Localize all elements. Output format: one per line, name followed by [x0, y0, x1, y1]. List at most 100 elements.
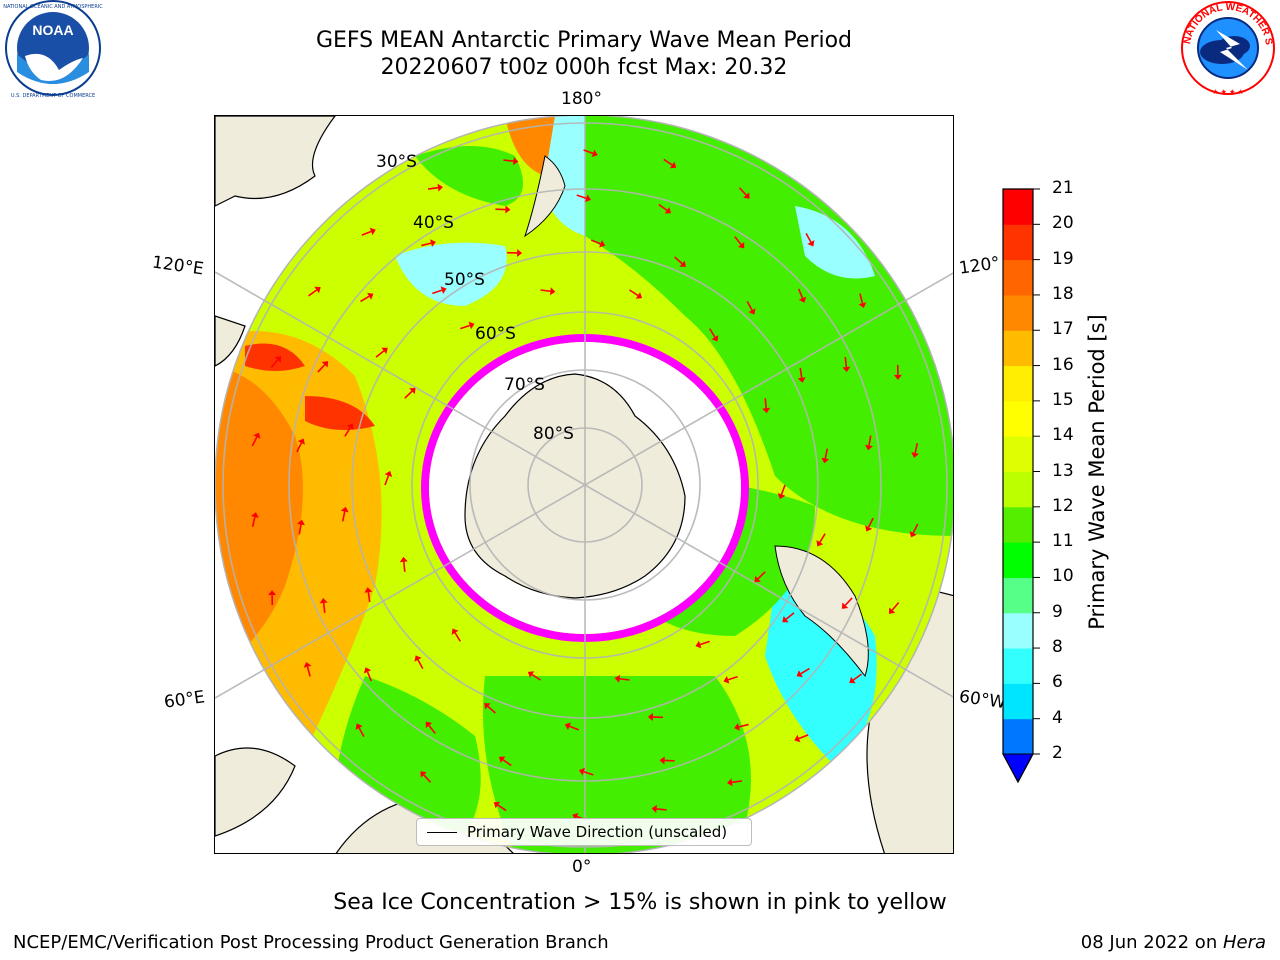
- wave-direction-arrowhead: [893, 374, 902, 380]
- wave-direction-arrowhead: [572, 812, 579, 821]
- wave-direction-arrow: [819, 533, 826, 543]
- wave-direction-arrowhead: [268, 590, 277, 596]
- wave-direction-arrow: [800, 667, 810, 675]
- wave-direction-arrow: [656, 808, 667, 811]
- wave-direction-arrow: [619, 677, 630, 681]
- wave-direction-arrowhead: [816, 540, 824, 547]
- wave-direction-arrow: [734, 236, 742, 245]
- colorbar-tick-label: 20: [1052, 213, 1074, 234]
- wave-direction-arrowhead: [754, 575, 761, 583]
- lat-label-60s: 60°S: [475, 324, 516, 344]
- wave-direction-arrowhead: [297, 438, 305, 445]
- colorbar-tick-label: 21: [1052, 178, 1074, 198]
- wave-direction-arrow: [308, 289, 318, 297]
- colorbar-label: Primary Wave Mean Period [s]: [1085, 314, 1109, 630]
- wave-direction-arrowhead: [340, 506, 349, 513]
- wave-direction-arrowhead: [584, 194, 591, 203]
- wave-direction-arrow: [427, 186, 439, 190]
- wave-direction-arrowhead: [579, 767, 586, 776]
- wave-direction-arrow: [251, 516, 256, 527]
- wave-direction-arrow: [757, 571, 766, 580]
- wave-direction-arrow: [487, 705, 496, 714]
- wave-direction-arrowhead: [797, 377, 806, 383]
- wave-direction-arrowhead: [734, 723, 740, 731]
- wave-direction-arrow: [746, 301, 753, 311]
- colorbar-tick-label: 19: [1052, 248, 1074, 269]
- wave-direction-arrow: [780, 484, 786, 495]
- lat-label-70s: 70°S: [504, 375, 545, 395]
- wave-direction-arrow: [454, 632, 461, 642]
- wave-direction-arrowhead: [695, 640, 702, 649]
- wave-direction-arrow: [658, 203, 668, 211]
- wave-direction-arrowhead: [346, 423, 354, 430]
- wave-direction-arrowhead: [498, 756, 506, 764]
- chart-subtitle: 20220607 t00z 000h fcst Max: 20.32: [380, 55, 788, 80]
- colorbar-segment: [1003, 259, 1033, 296]
- wave-direction-arrow: [421, 242, 432, 247]
- colorbar-tick-label: 4: [1052, 707, 1063, 728]
- wave-direction-arrow: [417, 659, 424, 669]
- wave-direction-arrow: [432, 289, 443, 295]
- wave-direction-arrow: [367, 592, 371, 603]
- wave-direction-arrowhead: [516, 248, 523, 257]
- lon-label-120w: 120°: [957, 253, 1002, 279]
- wave-direction-arrow: [503, 159, 514, 162]
- svg-text:NATIONAL OCEANIC AND ATMOSPHER: NATIONAL OCEANIC AND ATMOSPHERIC: [3, 4, 103, 10]
- colorbar-tick-label: 6: [1052, 672, 1063, 693]
- wave-direction-arrow: [629, 289, 639, 297]
- chart-title: GEFS MEAN Antarctic Primary Wave Mean Pe…: [315, 28, 853, 53]
- wave-direction-arrowhead: [484, 703, 491, 710]
- wave-direction-arrowhead: [865, 525, 873, 532]
- colorbar-segment: [1003, 683, 1033, 720]
- wave-direction-arrowhead: [647, 713, 654, 722]
- wave-direction-arrowhead: [384, 470, 393, 477]
- wave-direction-arrow: [674, 256, 683, 265]
- wave-direction-arrow: [583, 149, 594, 155]
- wave-direction-arrowhead: [437, 183, 443, 192]
- wave-direction-arrowhead: [319, 597, 328, 604]
- wave-direction-arrowhead: [679, 260, 686, 267]
- wave-direction-arrowhead: [420, 771, 427, 778]
- colorbar-segment: [1003, 224, 1033, 261]
- wave-direction-arrowhead: [796, 670, 803, 678]
- wave-direction-arrow: [699, 640, 710, 646]
- noaa-logo: NOAA NATIONAL OCEANIC AND ATMOSPHERIC U.…: [3, 0, 103, 100]
- colorbar-outline: [1002, 188, 1034, 784]
- wave-direction-arrowhead: [591, 149, 598, 158]
- colorbar-tick-label: 13: [1052, 460, 1074, 481]
- nws-logo: NATIONAL WEATHER SERVICE ★ ★ ★ ★: [1174, 0, 1278, 100]
- colorbar-tick-label: 15: [1052, 389, 1074, 410]
- wave-direction-arrowhead: [297, 519, 305, 526]
- colorbar-segment: [1003, 400, 1033, 437]
- wave-direction-arrowhead: [314, 286, 321, 294]
- wave-direction-arrow: [384, 475, 390, 486]
- colorbar-segment: [1003, 365, 1033, 402]
- wave-period-field: [215, 116, 953, 853]
- wave-direction-arrowhead: [381, 347, 388, 355]
- colorbar-segment: [1003, 436, 1033, 472]
- wave-direction-arrow: [583, 770, 594, 776]
- wave-direction-arrowhead: [865, 444, 873, 451]
- wave-direction-arrowhead: [250, 512, 259, 518]
- noaa-logo-text: NOAA: [32, 22, 73, 38]
- wave-direction-arrow: [296, 442, 303, 453]
- wave-direction-arrow: [306, 666, 311, 677]
- colorbar-segment: [1003, 612, 1033, 649]
- wave-direction-arrow: [270, 359, 279, 369]
- colorbar-segment: [1003, 189, 1033, 225]
- wave-direction-arrow: [531, 673, 541, 681]
- wave-direction-arrow: [404, 390, 413, 399]
- wave-direction-arrowhead: [669, 161, 677, 169]
- footer-host: Hera: [1222, 932, 1266, 953]
- lat-label-50s: 50°S: [444, 270, 485, 290]
- colorbar-tick-label: 14: [1052, 425, 1074, 446]
- lat-label-80s: 80°S: [533, 424, 574, 444]
- wave-direction-arrowhead: [748, 308, 756, 315]
- wave-direction-arrowhead: [737, 241, 745, 249]
- wave-direction-arrowhead: [425, 721, 433, 729]
- wave-direction-arrowhead: [274, 356, 282, 363]
- lon-label-180: 180°: [561, 89, 602, 109]
- wave-direction-arrowhead: [727, 778, 733, 787]
- wave-direction-arrow: [360, 295, 370, 303]
- wave-direction-arrow: [727, 675, 738, 681]
